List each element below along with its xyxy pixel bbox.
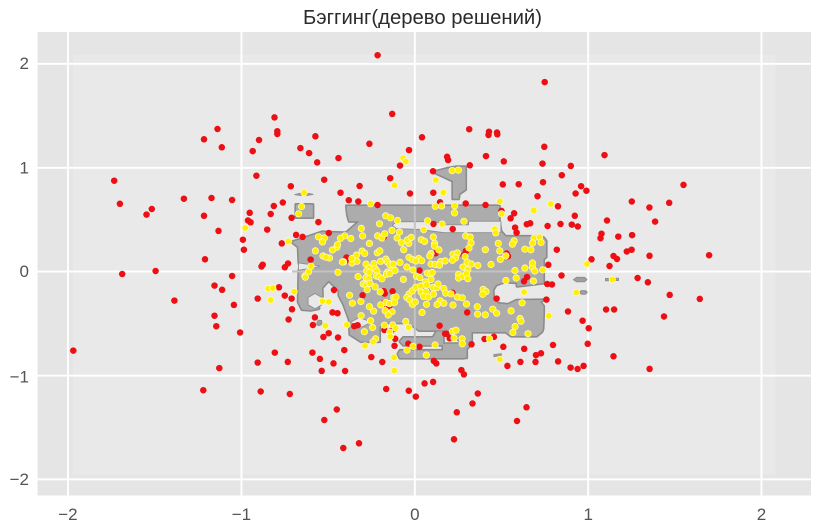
svg-text:Бэггинг(дерево решений): Бэггинг(дерево решений)	[303, 7, 542, 29]
svg-text:−1: −1	[232, 505, 251, 524]
svg-text:−2: −2	[58, 505, 77, 524]
svg-text:2: 2	[20, 54, 29, 73]
svg-text:1: 1	[20, 158, 29, 177]
svg-text:0: 0	[20, 262, 29, 281]
svg-text:1: 1	[583, 505, 592, 524]
svg-text:0: 0	[410, 505, 419, 524]
svg-text:−2: −2	[10, 470, 29, 489]
svg-text:−1: −1	[10, 368, 29, 387]
svg-text:2: 2	[757, 505, 766, 524]
